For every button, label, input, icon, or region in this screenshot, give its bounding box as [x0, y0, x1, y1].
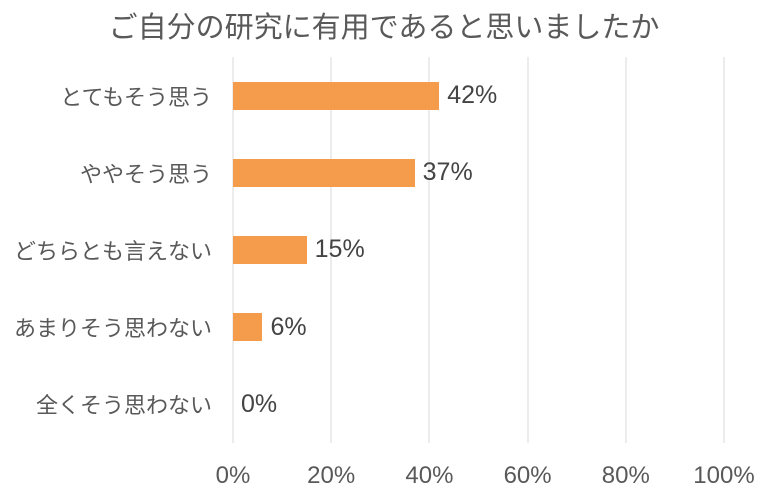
x-axis-tick-label: 60%	[503, 462, 552, 489]
plot-area: 42% 37% 15% 6% 0%	[232, 57, 725, 443]
gridline	[723, 57, 725, 443]
x-axis-tick-label: 40%	[405, 462, 454, 489]
bar	[233, 158, 415, 187]
x-axis-tick-label: 100%	[693, 462, 755, 489]
category-label: 全くそう思わない	[35, 393, 212, 419]
category-label: とてもそう思う	[60, 84, 212, 110]
bar	[233, 313, 263, 342]
gridline	[527, 57, 529, 443]
x-axis-tick-label: 80%	[601, 462, 650, 489]
data-label: 42%	[447, 81, 498, 110]
category-label: どちらとも言えない	[13, 238, 212, 264]
data-label: 6%	[270, 312, 307, 341]
gridline	[625, 57, 627, 443]
category-label: ややそう思う	[79, 161, 212, 187]
x-axis-tick-label: 20%	[307, 462, 356, 489]
data-label: 15%	[314, 235, 365, 264]
bar	[233, 236, 307, 264]
chart-title: ご自分の研究に有用であると思いましたか	[108, 12, 660, 44]
value-axis: 0% 20% 40% 60% 80% 100%	[216, 460, 755, 496]
category-label: あまりそう思わない	[13, 316, 212, 342]
x-axis-tick-label: 0%	[215, 462, 251, 489]
data-label: 0%	[241, 389, 278, 418]
gridline	[428, 57, 430, 443]
category-axis: とてもそう思うややそう思うどちらとも言えない あまりそう思わない全くそう思わない	[0, 57, 212, 443]
gridline	[330, 57, 332, 443]
data-label: 37%	[422, 158, 473, 187]
bar	[233, 81, 440, 110]
